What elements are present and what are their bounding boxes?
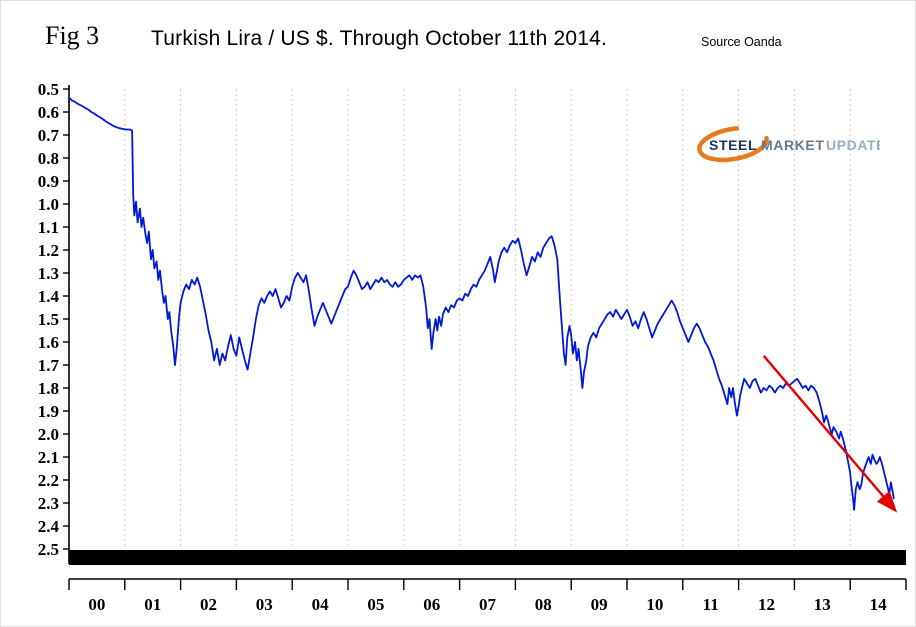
x-axis-label: 06 <box>423 595 440 614</box>
x-axis-label: 02 <box>200 595 217 614</box>
y-axis-label: 1.6 <box>38 333 59 352</box>
axis-baseline-bar <box>69 550 906 565</box>
x-axis-label: 11 <box>703 595 719 614</box>
x-axis-label: 04 <box>312 595 330 614</box>
y-axis-label: 0.6 <box>38 103 59 122</box>
y-axis-label: 1.5 <box>38 310 59 329</box>
trend-arrow <box>762 355 898 513</box>
y-axis-label: 1.8 <box>38 379 59 398</box>
steel-market-update-logo: STEEL MARKET UPDATE <box>697 125 880 163</box>
x-axis-label: 05 <box>367 595 384 614</box>
figure-label: Fig 3 <box>45 21 100 50</box>
y-axis-label: 1.1 <box>38 218 59 237</box>
logo-swoosh-icon <box>697 125 769 163</box>
logo-update-text: UPDATE <box>826 137 880 153</box>
y-axis-label: 1.9 <box>38 402 59 421</box>
x-axis-label: 03 <box>256 595 273 614</box>
y-axis-label: 2.1 <box>38 448 59 467</box>
y-axis-label: 0.8 <box>38 149 59 168</box>
y-axis-label: 2.5 <box>38 540 59 559</box>
logo-steel-text: STEEL <box>709 137 757 153</box>
logo-market-text: MARKET <box>761 137 824 153</box>
x-axis-label: 07 <box>479 595 497 614</box>
y-axis-label: 2.4 <box>38 517 60 536</box>
y-axis-label: 0.7 <box>38 126 60 145</box>
y-axis-label: 0.9 <box>38 172 59 191</box>
x-axis-label: 01 <box>144 595 161 614</box>
x-axis-label: 10 <box>646 595 663 614</box>
x-axis-label: 09 <box>591 595 608 614</box>
y-axis-label: 1.4 <box>38 287 60 306</box>
y-axis-label: 1.7 <box>38 356 60 375</box>
y-axis-label: 2.0 <box>38 425 59 444</box>
x-axis-label: 12 <box>758 595 775 614</box>
x-axis-label: 13 <box>814 595 831 614</box>
page-title: Turkish Lira / US $. Through October 11t… <box>151 27 608 50</box>
exchange-rate-line <box>68 96 895 511</box>
x-axis-label: 08 <box>535 595 552 614</box>
y-axis-label: 1.0 <box>38 195 59 214</box>
y-axis-label: 2.3 <box>38 494 59 513</box>
y-axis-label: 2.2 <box>38 471 59 490</box>
y-axis-label: 0.5 <box>38 80 59 99</box>
x-axis-label: 00 <box>88 595 105 614</box>
x-axis-label: 14 <box>870 595 888 614</box>
y-axis-label: 1.2 <box>38 241 59 260</box>
source-note: Source Oanda <box>701 35 782 49</box>
y-axis-label: 1.3 <box>38 264 59 283</box>
